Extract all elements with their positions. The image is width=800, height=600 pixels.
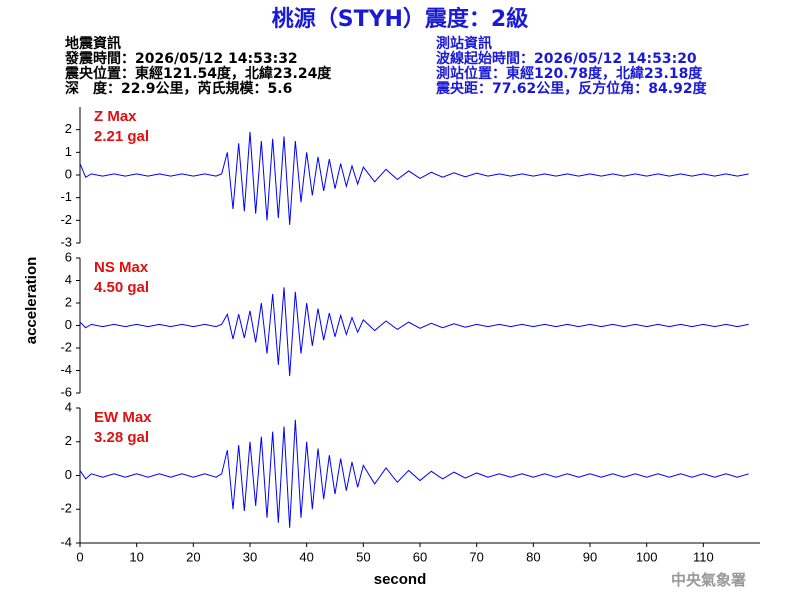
- x-tick-label: 100: [636, 549, 658, 564]
- waveform: [79, 287, 749, 377]
- info-line: 測站資訊: [436, 35, 492, 52]
- y-tick-label: 4: [65, 272, 72, 287]
- info-line: 發震時間：2026/05/12 14:53:32: [64, 50, 298, 67]
- y-tick-label: -2: [60, 212, 72, 227]
- y-axis-label: acceleration: [23, 257, 40, 345]
- max-label: NS Max: [94, 259, 149, 276]
- x-tick-label: 60: [413, 549, 427, 564]
- y-tick-label: -6: [60, 384, 72, 399]
- y-tick-label: 2: [65, 433, 72, 448]
- info-line: 測站位置：東經120.78度，北緯23.18度: [436, 65, 703, 82]
- info-line: 震央距：77.62公里，反方位角：84.92度: [435, 80, 708, 97]
- info-line: 深 度：22.9公里，芮氏規模：5.6: [65, 80, 292, 97]
- y-tick-label: -2: [60, 339, 72, 354]
- event-info: 地震資訊 發震時間：2026/05/12 14:53:32 震央位置：東經121…: [64, 35, 332, 97]
- waveform: [79, 131, 749, 225]
- y-tick-label: -2: [60, 501, 72, 516]
- x-tick-label: 30: [243, 549, 257, 564]
- x-tick-label: 10: [129, 549, 143, 564]
- max-label: 3.28 gal: [94, 429, 149, 446]
- x-axis-label: second: [374, 571, 427, 588]
- x-tick-label: 50: [356, 549, 370, 564]
- x-tick-label: 40: [299, 549, 313, 564]
- station-info: 測站資訊 波線起始時間：2026/05/12 14:53:20 測站位置：東經1…: [435, 35, 708, 97]
- y-tick-label: 1: [65, 144, 72, 159]
- x-tick-label: 80: [526, 549, 540, 564]
- max-label: Z Max: [94, 108, 137, 125]
- x-tick-label: 20: [186, 549, 200, 564]
- y-tick-label: 6: [65, 249, 72, 264]
- y-tick-label: 2: [65, 121, 72, 136]
- info-line: 波線起始時間：2026/05/12 14:53:20: [436, 50, 697, 67]
- y-tick-label: 0: [65, 467, 72, 482]
- max-label: 2.21 gal: [94, 128, 149, 145]
- y-tick-label: 2: [65, 294, 72, 309]
- y-tick-label: -3: [60, 234, 72, 249]
- footer: 中央氣象署: [671, 571, 746, 589]
- y-tick-label: -4: [60, 362, 72, 377]
- y-tick-label: 0: [65, 166, 72, 181]
- y-tick-label: -4: [60, 534, 72, 549]
- info-line: 地震資訊: [65, 35, 121, 52]
- y-tick-label: 4: [65, 399, 72, 414]
- y-tick-label: -1: [60, 189, 72, 204]
- info-line: 震央位置：東經121.54度，北緯23.24度: [64, 65, 332, 82]
- max-label: EW Max: [94, 409, 152, 426]
- x-tick-label: 70: [469, 549, 483, 564]
- y-tick-label: 0: [65, 317, 72, 332]
- waveform: [79, 419, 749, 528]
- x-tick-label: 110: [693, 549, 714, 564]
- x-tick-label: 90: [583, 549, 597, 564]
- x-tick-label: 0: [76, 549, 83, 564]
- max-label: 4.50 gal: [94, 279, 149, 296]
- title: 桃源（STYH）震度：2級: [272, 6, 529, 32]
